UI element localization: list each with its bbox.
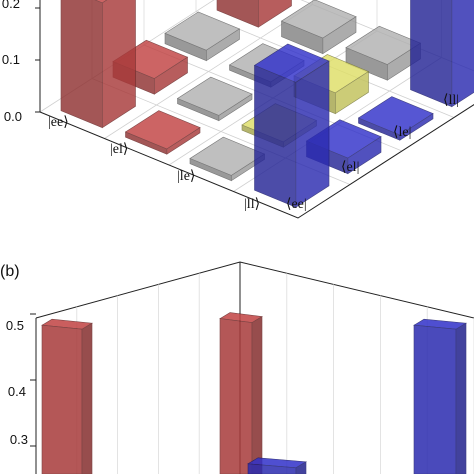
panel-b-label: (b) [0,263,20,280]
bar-face [102,0,136,129]
bar-face [281,20,324,55]
bar [410,0,474,108]
bar-face [358,117,401,141]
col-label-el: ⟨el| [341,160,359,175]
bar-face [81,322,93,474]
bar-face [164,32,207,62]
bar-face [345,47,388,81]
panel-b-grid [30,261,474,474]
bar-face [257,0,292,28]
bar [357,96,434,141]
panel-a-z-ticks: 0.2 0.1 0.0 [2,0,22,124]
bar-face [41,324,83,474]
bar-top [189,136,266,176]
bar [124,110,201,155]
bar-face [455,322,467,474]
panel-a-z-tick-label: 0.0 [4,109,22,124]
panel-b-z-ticks: 0.5 0.4 0.3 [6,318,28,447]
bar-face [247,463,297,474]
panel-b-z-tick-label: 0.3 [10,432,28,447]
panel-a-axis-labels: |ee⟩ |el⟩ |le⟩ |ll⟩ ⟨ee| ⟨el| ⟨le| ⟨ll| [48,93,459,212]
panel-a-bars [60,0,474,208]
bar-top [94,0,108,4]
panel-a-z-tick-label: 0.1 [2,52,20,67]
bar-face [189,158,232,182]
bar-face [451,0,474,108]
panel-b-bars [41,312,467,474]
bar [176,76,253,122]
bar-face [125,131,168,155]
bar-face [410,0,453,108]
panel-b-z-tick-label: 0.4 [8,384,26,399]
col-label-ee: ⟨ee| [286,197,307,212]
panel-a-z-tick-label: 0.2 [2,0,20,11]
bar [216,0,292,28]
bar [247,457,307,474]
bar [41,318,93,474]
bar [280,0,357,55]
back-frame [35,261,474,319]
bar-face [219,318,253,474]
bar-face [295,60,330,208]
bar-face [216,0,259,28]
bar [219,312,263,474]
bar-face [177,98,220,122]
bar-top [124,110,201,150]
row-label-el: |el⟩ [110,142,128,157]
bar [413,318,467,474]
bar-face [60,0,103,129]
bar-face [254,64,297,208]
row-label-ee: |ee⟩ [48,115,69,130]
row-label-ll: |ll⟩ [244,197,260,212]
row-label-le: |le⟩ [177,169,195,184]
col-label-le: ⟨le| [393,125,411,140]
bar-face [251,316,263,474]
bar-top [176,76,253,116]
bar [253,43,330,208]
bar-face [413,324,457,474]
bar [60,0,136,129]
bar [164,11,241,62]
col-label-ll: ⟨ll| [443,93,459,108]
bar-face [295,461,307,474]
bar [189,136,266,182]
panel-b-z-tick-label: 0.5 [6,318,24,333]
floor-edge [39,104,474,219]
